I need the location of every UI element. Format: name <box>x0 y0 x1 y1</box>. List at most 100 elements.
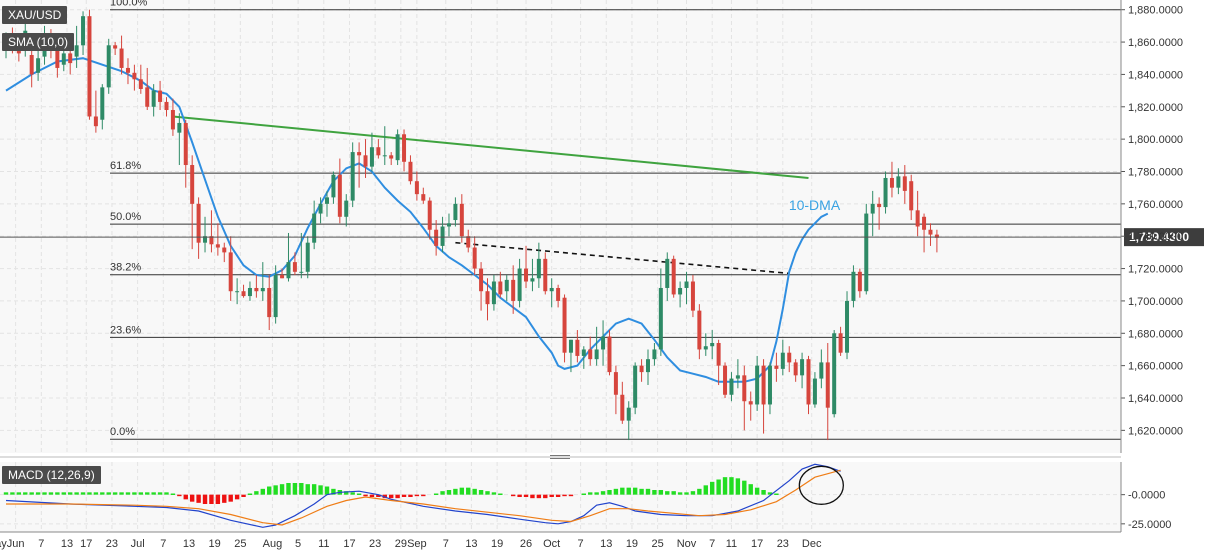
candle <box>594 326 599 366</box>
candle <box>588 336 593 366</box>
candle <box>357 142 362 188</box>
candle <box>806 355 811 415</box>
candle <box>562 294 567 363</box>
candle-body <box>376 147 381 156</box>
macd-histogram-bar <box>549 494 554 497</box>
candle <box>369 132 374 172</box>
candle <box>331 171 336 204</box>
candle-body <box>100 87 105 120</box>
time-tick-label: 13 <box>183 538 195 550</box>
candle <box>427 197 432 240</box>
candle-body <box>806 359 811 405</box>
time-tick-label: 29 <box>395 538 407 550</box>
time-tick-label: 13 <box>600 538 612 550</box>
candle <box>748 391 753 421</box>
fib-level-label: 50.0% <box>110 211 141 223</box>
macd-histogram-bar <box>202 494 208 504</box>
candle <box>530 258 535 292</box>
macd-histogram-bar <box>279 484 285 495</box>
candle-body <box>658 287 663 350</box>
candle <box>36 48 41 81</box>
macd-histogram-bar <box>61 492 66 495</box>
candle-body <box>633 365 638 408</box>
candle-body <box>132 72 137 80</box>
candle-body <box>402 134 407 162</box>
macd-histogram-bar <box>35 492 41 495</box>
candle <box>864 203 869 295</box>
candle <box>382 126 387 166</box>
macd-histogram-bar <box>29 492 34 495</box>
macd-histogram-bar <box>562 494 567 497</box>
candle-body <box>440 226 445 246</box>
candle-body <box>350 152 355 201</box>
time-tick-label: Aug <box>263 538 283 550</box>
candle <box>68 46 73 75</box>
candle-body <box>690 281 695 311</box>
macd-histogram-bar <box>209 494 214 504</box>
candle <box>273 265 278 324</box>
candle-body <box>312 213 317 243</box>
candle-body <box>196 203 201 243</box>
candle-body <box>915 210 920 227</box>
candle-body <box>851 271 856 301</box>
current-price-label: 1,739.4300 <box>1129 230 1189 244</box>
macd-histogram-bar <box>106 492 111 495</box>
candle <box>755 355 760 411</box>
candle <box>556 284 561 308</box>
candle <box>543 252 548 295</box>
candle-body <box>530 278 535 282</box>
macd-histogram-bar <box>645 488 651 495</box>
pane-separator <box>0 455 1121 459</box>
candle-body <box>684 281 689 288</box>
candle <box>337 158 342 224</box>
macd-histogram-bar <box>177 494 182 497</box>
candle-body <box>934 234 939 238</box>
candle <box>934 229 939 253</box>
candle-body <box>241 291 246 297</box>
candle-body <box>389 155 394 159</box>
current-price-tag <box>1124 228 1204 247</box>
macd-histogram-bar <box>466 487 471 495</box>
macd-histogram-bar <box>485 491 490 495</box>
macd-histogram-bar <box>311 484 317 495</box>
candle <box>106 38 111 94</box>
candle-body <box>151 90 156 107</box>
candle-body <box>594 349 599 360</box>
price-tick-label: 1,820.0000 <box>1128 102 1183 114</box>
candle <box>710 330 715 360</box>
candle-body <box>190 165 195 204</box>
candle-body <box>119 48 124 68</box>
macd-histogram-bar <box>626 487 631 495</box>
candle <box>466 229 471 253</box>
candle-body <box>228 252 233 292</box>
candle-body <box>678 287 683 295</box>
macd-histogram-bar <box>241 494 246 497</box>
candle <box>267 275 272 331</box>
candle <box>254 275 259 298</box>
candle-body <box>325 197 329 204</box>
time-tick-label: Dec <box>802 538 822 550</box>
candle <box>767 362 772 415</box>
macd-histogram-bar <box>510 494 516 497</box>
time-tick-label: 17 <box>343 538 355 550</box>
candle-body <box>896 176 901 188</box>
time-tick-label: 17 <box>751 538 763 550</box>
macd-indicator-label: MACD (12,26,9) <box>2 466 101 484</box>
candle <box>498 271 503 298</box>
fib-level-label: 0.0% <box>110 426 135 438</box>
candle-body <box>74 45 79 57</box>
macd-histogram-bar <box>215 494 221 504</box>
macd-histogram-bar <box>299 483 304 495</box>
candle <box>280 268 285 279</box>
candle-body <box>889 177 894 188</box>
support-trendline <box>455 241 790 275</box>
macd-signal-line <box>6 469 841 526</box>
fib-level-label: 23.6% <box>110 324 141 336</box>
time-tick-label: Jul <box>131 538 145 550</box>
macd-histogram-bar <box>722 477 728 495</box>
candle <box>723 362 728 398</box>
candle-body <box>113 45 118 49</box>
candle <box>620 381 625 424</box>
macd-histogram-bar <box>23 492 28 495</box>
candle-body <box>767 365 772 405</box>
